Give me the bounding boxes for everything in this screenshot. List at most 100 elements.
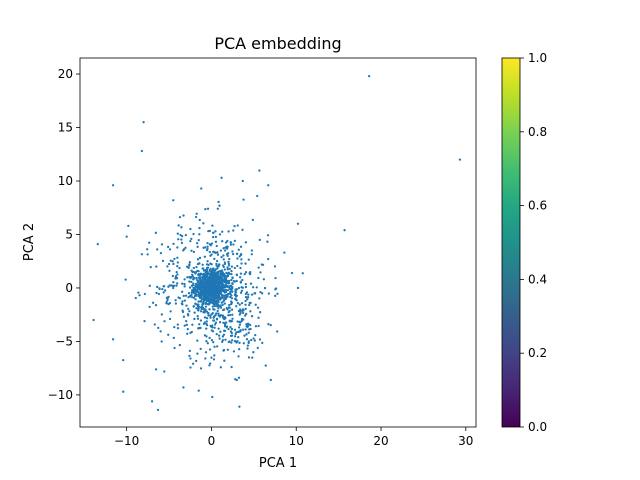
data-point bbox=[208, 308, 210, 310]
data-point bbox=[179, 344, 181, 346]
data-point bbox=[240, 254, 242, 256]
data-point bbox=[228, 311, 230, 313]
data-point bbox=[189, 286, 191, 288]
data-point bbox=[219, 279, 221, 281]
data-point bbox=[203, 311, 205, 313]
data-point bbox=[183, 295, 185, 297]
data-point bbox=[249, 324, 251, 326]
data-point bbox=[253, 292, 255, 294]
y-axis: −10−505101520 bbox=[48, 67, 80, 402]
data-point bbox=[169, 310, 171, 312]
data-point bbox=[212, 232, 214, 234]
data-point bbox=[254, 339, 256, 341]
data-point bbox=[223, 360, 225, 362]
data-point bbox=[161, 243, 163, 245]
data-point bbox=[230, 270, 232, 272]
data-point bbox=[228, 304, 230, 306]
data-point bbox=[223, 278, 225, 280]
data-point bbox=[141, 150, 143, 152]
data-point bbox=[257, 307, 259, 309]
data-point bbox=[268, 292, 270, 294]
data-point bbox=[193, 305, 195, 307]
data-point bbox=[181, 282, 183, 284]
data-point bbox=[197, 315, 199, 317]
data-point bbox=[224, 302, 226, 304]
data-point bbox=[196, 352, 198, 354]
data-point bbox=[208, 337, 210, 339]
data-point bbox=[227, 314, 229, 316]
data-point bbox=[241, 290, 243, 292]
data-point bbox=[207, 314, 209, 316]
data-point bbox=[211, 326, 213, 328]
data-point bbox=[231, 318, 233, 320]
data-point bbox=[343, 229, 345, 231]
data-point bbox=[217, 288, 219, 290]
data-point bbox=[213, 358, 215, 360]
data-point bbox=[181, 309, 183, 311]
data-point bbox=[206, 242, 208, 244]
data-point bbox=[250, 283, 252, 285]
data-point bbox=[216, 245, 218, 247]
data-point bbox=[247, 296, 249, 298]
data-point bbox=[193, 277, 195, 279]
data-point bbox=[167, 303, 169, 305]
data-point bbox=[174, 299, 176, 301]
data-point bbox=[276, 293, 278, 295]
data-point bbox=[176, 265, 178, 267]
data-point bbox=[201, 294, 203, 296]
data-point bbox=[251, 249, 253, 251]
data-point bbox=[227, 282, 229, 284]
x-tick-label: 20 bbox=[373, 434, 388, 448]
data-point bbox=[217, 254, 219, 256]
data-point bbox=[225, 321, 227, 323]
data-point bbox=[209, 362, 211, 364]
data-point bbox=[211, 286, 213, 288]
data-point bbox=[231, 332, 233, 334]
data-point bbox=[246, 347, 248, 349]
data-point bbox=[224, 268, 226, 270]
data-point bbox=[196, 213, 198, 215]
data-point bbox=[213, 258, 215, 260]
data-point bbox=[240, 273, 242, 275]
data-point bbox=[199, 257, 201, 259]
data-point bbox=[240, 292, 242, 294]
data-point bbox=[236, 253, 238, 255]
data-point bbox=[207, 282, 209, 284]
data-point bbox=[157, 327, 159, 329]
data-point bbox=[189, 366, 191, 368]
data-point bbox=[182, 214, 184, 216]
data-point bbox=[220, 276, 222, 278]
data-point bbox=[92, 319, 94, 321]
data-point bbox=[179, 216, 181, 218]
data-point bbox=[176, 246, 178, 248]
data-point bbox=[242, 198, 244, 200]
data-point bbox=[138, 294, 140, 296]
data-point bbox=[125, 279, 127, 281]
data-point bbox=[219, 321, 221, 323]
data-point bbox=[164, 289, 166, 291]
data-point bbox=[237, 355, 239, 357]
data-point bbox=[239, 276, 241, 278]
data-point bbox=[245, 333, 247, 335]
data-point bbox=[234, 267, 236, 269]
data-point bbox=[176, 257, 178, 259]
data-point bbox=[177, 238, 179, 240]
data-point bbox=[274, 265, 276, 267]
data-point bbox=[229, 288, 231, 290]
y-tick-label: 0 bbox=[65, 281, 73, 295]
data-point bbox=[191, 324, 193, 326]
data-point bbox=[226, 248, 228, 250]
data-point bbox=[193, 267, 195, 269]
data-point bbox=[188, 355, 190, 357]
data-point bbox=[238, 406, 240, 408]
data-point bbox=[297, 223, 299, 225]
data-point bbox=[265, 364, 267, 366]
data-point bbox=[240, 258, 242, 260]
data-point bbox=[207, 342, 209, 344]
data-point bbox=[200, 283, 202, 285]
data-point bbox=[205, 351, 207, 353]
data-point bbox=[209, 273, 211, 275]
data-point bbox=[229, 290, 231, 292]
data-point bbox=[261, 292, 263, 294]
data-point bbox=[227, 246, 229, 248]
